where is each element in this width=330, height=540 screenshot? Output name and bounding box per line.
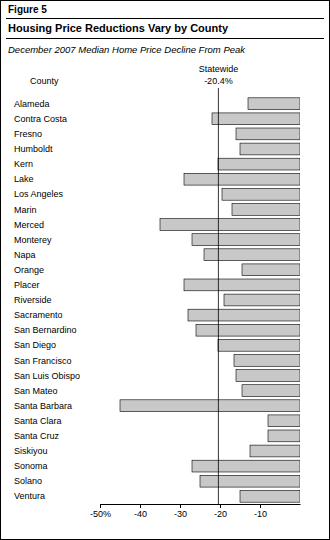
- bar: [192, 460, 300, 472]
- x-tick: -40: [134, 504, 147, 519]
- category-label: Napa: [14, 250, 36, 260]
- category-label: Contra Costa: [14, 114, 67, 124]
- x-tick-label: -10: [254, 509, 267, 519]
- bar: [268, 415, 300, 427]
- x-tick: -50%: [90, 504, 111, 519]
- category-label: Santa Clara: [14, 416, 62, 426]
- x-tick-mark: [180, 504, 181, 508]
- category-label: Monterey: [14, 235, 52, 245]
- category-label: Los Angeles: [14, 189, 64, 199]
- x-tick-mark: [100, 504, 101, 508]
- x-tick-label: -40: [134, 509, 147, 519]
- reference-label: Statewide: [199, 64, 239, 74]
- bar: [218, 339, 300, 351]
- title-rule-top: [6, 18, 324, 19]
- bar: [222, 188, 300, 200]
- bar: [242, 264, 300, 276]
- category-labels: Alameda Contra Costa Fresno Humboldt Kern Lak…: [14, 99, 80, 502]
- category-label: Lake: [14, 174, 34, 184]
- reference-line: [218, 94, 219, 504]
- bar: [236, 128, 300, 140]
- bar: [242, 385, 300, 397]
- category-label: Placer: [14, 280, 40, 290]
- x-tick-mark: [220, 504, 221, 508]
- x-tick-mark: [260, 504, 261, 508]
- x-tick: -20: [214, 504, 227, 519]
- category-label: Santa Barbara: [14, 401, 72, 411]
- figure: Figure 5 Housing Price Reductions Vary by…: [0, 0, 330, 540]
- category-label: San Luis Obispo: [14, 371, 80, 381]
- bar: [240, 143, 300, 155]
- figure-label: Figure 5: [8, 4, 47, 15]
- category-label: San Mateo: [14, 386, 58, 396]
- x-axis: -50% -40 -30 -20 -10: [90, 504, 301, 519]
- bar: [200, 475, 300, 487]
- category-label: Orange: [14, 265, 44, 275]
- x-tick-label: -20: [214, 509, 227, 519]
- category-label: Siskiyou: [14, 446, 48, 456]
- category-label: San Bernardino: [14, 325, 77, 335]
- category-label: Alameda: [14, 99, 50, 109]
- bar: [160, 219, 300, 231]
- x-tick: -10: [254, 504, 267, 519]
- bar: [184, 173, 300, 185]
- bar: [188, 309, 300, 321]
- category-label: San Francisco: [14, 356, 72, 366]
- bar: [218, 158, 300, 170]
- x-tick-label: -30: [174, 509, 187, 519]
- category-label: Santa Cruz: [14, 431, 60, 441]
- y-axis-title: County: [30, 76, 59, 86]
- subtitle: December 2007 Median Home Price Decline …: [8, 44, 246, 55]
- x-tick-label: -50%: [90, 509, 111, 519]
- bar: [232, 204, 300, 216]
- reference-line-top: [218, 88, 219, 94]
- bar: [250, 445, 300, 457]
- bar: [224, 294, 300, 306]
- bar: [196, 324, 300, 336]
- bar: [240, 490, 300, 502]
- bar: [234, 355, 300, 367]
- x-axis-line: [101, 504, 301, 505]
- category-label: San Diego: [14, 340, 56, 350]
- category-label: Sonoma: [14, 461, 48, 471]
- category-label: Ventura: [14, 491, 45, 501]
- bar: [184, 279, 300, 291]
- category-label: Riverside: [14, 295, 52, 305]
- category-label: Humboldt: [14, 144, 53, 154]
- bar: [192, 234, 300, 246]
- category-label: Kern: [14, 159, 33, 169]
- plot-area: [120, 94, 300, 504]
- bar: [212, 113, 300, 125]
- category-label: Solano: [14, 476, 42, 486]
- bar: [236, 370, 300, 382]
- category-label: Merced: [14, 220, 44, 230]
- figure-frame: [1, 1, 330, 540]
- category-label: Sacramento: [14, 310, 63, 320]
- x-tick-mark: [140, 504, 141, 508]
- title: Housing Price Reductions Vary by County: [8, 22, 229, 34]
- x-tick: -30: [174, 504, 187, 519]
- category-label: Fresno: [14, 129, 42, 139]
- bar: [268, 430, 300, 442]
- category-label: Marin: [14, 205, 37, 215]
- bar: [248, 98, 300, 110]
- title-rule-bottom: [6, 38, 324, 39]
- reference-value-label: -20.4%: [204, 76, 233, 86]
- bar: [120, 400, 300, 412]
